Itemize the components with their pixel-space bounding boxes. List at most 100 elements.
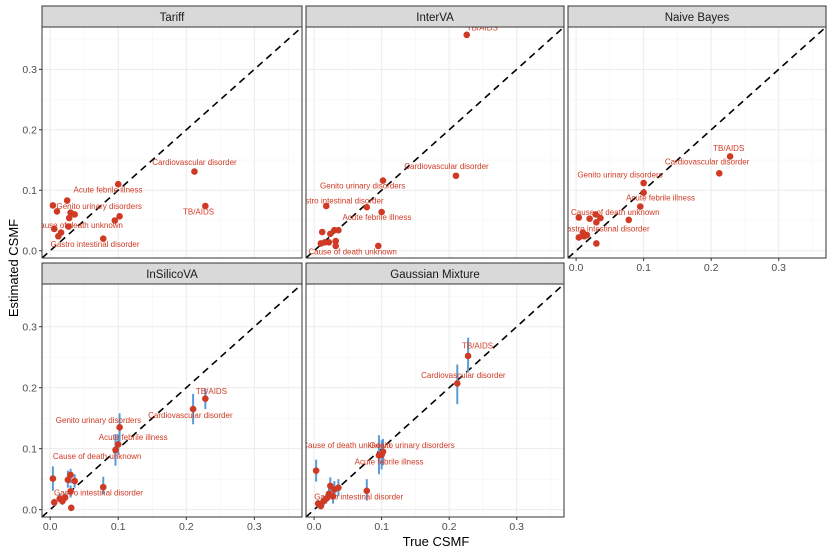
data-point [453, 380, 461, 387]
data-point [363, 203, 371, 211]
panel-border [305, 283, 565, 518]
point-label: Genito urinary disorders [369, 441, 454, 450]
facet-panel: Gaussian Mixture TB/AIDS Cardiovascular di… [302, 262, 565, 533]
point-label: Gastro intestinal disorder [295, 197, 384, 206]
data-point [640, 179, 647, 187]
x-tick-label: 0.1 [111, 521, 126, 533]
data-point [378, 208, 385, 216]
panel-border [567, 26, 827, 259]
point-label: Cause of death unknown [34, 221, 123, 230]
data-point [374, 242, 382, 250]
data-point [99, 483, 107, 491]
point-label: Genito urinary disorders [56, 416, 141, 425]
x-tick-label: 0.3 [247, 521, 262, 533]
plot-content: TB/AIDS Cardiovascular disorder Genito uri… [295, 24, 564, 258]
point-label: Gastro intestinal disorder [54, 489, 143, 498]
data-point [71, 211, 78, 218]
panels: Tariff Cardiovascular disorder TB/AIDS Acut… [22, 5, 827, 533]
point-label: Genito urinary disorders [577, 171, 662, 180]
point-label: Cause of death unknown [53, 452, 142, 461]
facet-title: InSilicoVA [146, 269, 198, 281]
data-point [50, 499, 58, 506]
data-point [327, 230, 334, 238]
x-tick-label: 0.0 [569, 262, 584, 274]
identity-line [42, 284, 302, 517]
point-label: Cause of death unknown [571, 208, 660, 217]
plot-content: TB/AIDS Cardiovascular disorder Genito uri… [42, 284, 302, 517]
y-tick-label: 0.2 [22, 124, 37, 136]
point-label: Gastro intestinal disorder [561, 224, 650, 233]
data-point [112, 446, 119, 454]
data-point [189, 405, 197, 413]
facet-title: InterVA [416, 12, 454, 24]
point-label: Gastro intestinal disorder [314, 492, 403, 501]
x-tick-label: 0.0 [43, 521, 58, 533]
y-tick-label: 0.2 [22, 382, 37, 394]
data-point [312, 467, 320, 474]
x-tick-label: 0.2 [179, 521, 194, 533]
point-label: Cardiovascular disorder [665, 157, 750, 166]
y-tick-label: 0.0 [22, 504, 37, 516]
data-point [49, 202, 57, 209]
x-tick-label: 0.0 [307, 521, 322, 533]
point-label: Cause of death unknown [302, 441, 391, 450]
data-point [593, 240, 600, 247]
point-label: Cardiovascular disorder [421, 371, 506, 380]
x-tick-label: 0.1 [374, 521, 389, 533]
point-label: Cardiovascular disorder [152, 158, 237, 167]
point-label: Acute febrile illness [355, 458, 424, 467]
data-point [317, 502, 325, 510]
facet-panel: InSilicoVA TB/AIDS Cardiovascular disorder… [22, 262, 303, 533]
x-tick-label: 0.3 [509, 521, 524, 533]
point-label: Acute febrile illness [99, 433, 168, 442]
data-point [53, 208, 61, 215]
identity-line [306, 284, 564, 517]
facet-title: Gaussian Mixture [390, 269, 479, 281]
identity-line [568, 27, 826, 258]
data-point [63, 197, 71, 204]
y-tick-label: 0.0 [22, 245, 37, 257]
y-tick-label: 0.1 [22, 185, 37, 197]
x-tick-label: 0.1 [636, 262, 651, 274]
data-point [335, 226, 342, 234]
data-point [67, 471, 74, 479]
point-label: Acute febrile illness [342, 213, 411, 222]
data-point [99, 235, 107, 242]
x-tick-label: 0.2 [442, 521, 457, 533]
data-point [202, 395, 209, 402]
point-label: TB/AIDS [196, 387, 227, 396]
data-point [116, 424, 123, 431]
data-point [363, 487, 371, 495]
point-label: TB/AIDS [183, 207, 214, 216]
data-point [463, 31, 471, 39]
point-label: Cardiovascular disorder [404, 162, 489, 171]
data-point [580, 232, 588, 240]
data-point [332, 242, 340, 250]
y-tick-label: 0.3 [22, 321, 37, 333]
identity-line [42, 27, 302, 258]
point-label: Cause of death unknown [308, 247, 397, 256]
data-point [49, 475, 57, 482]
point-label: TB/AIDS [467, 24, 498, 33]
data-point [65, 214, 73, 222]
facet-title: Naive Bayes [665, 12, 730, 24]
data-point [575, 214, 583, 221]
data-point [114, 441, 122, 448]
x-axis-title: True CSMF [403, 534, 470, 549]
data-point [636, 203, 644, 210]
data-point [55, 232, 62, 240]
data-point [597, 214, 604, 222]
point-label: Genito urinary disorders [320, 181, 405, 190]
panel-border [41, 283, 303, 518]
data-point [379, 177, 387, 184]
data-point [114, 180, 122, 188]
data-point [452, 172, 460, 180]
point-label: Genito urinary disorders [56, 202, 141, 211]
point-label: Cardiovascular disorder [148, 411, 233, 420]
plot-content: Cardiovascular disorder TB/AIDS Acute febr… [34, 27, 302, 258]
y-tick-label: 0.1 [22, 443, 37, 455]
data-point [318, 228, 326, 236]
facet-panel: InterVA TB/AIDS Cardiovascular disorder Gen… [295, 5, 565, 259]
x-tick-label: 0.3 [771, 262, 786, 274]
